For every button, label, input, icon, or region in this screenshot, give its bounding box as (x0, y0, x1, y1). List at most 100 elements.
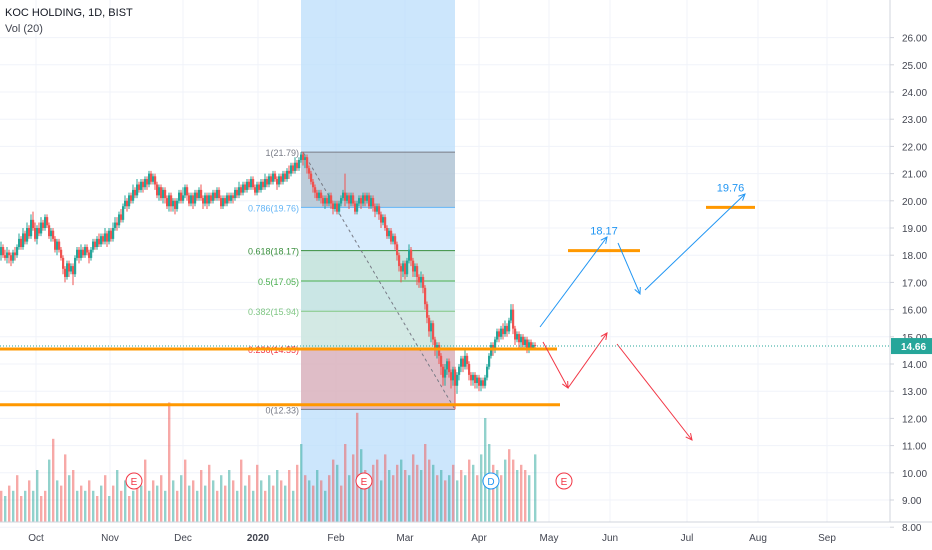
candle-body (232, 195, 235, 199)
candle-body (408, 249, 411, 261)
candle-body (244, 184, 247, 190)
candle-body (140, 181, 143, 190)
candle-body (502, 328, 505, 335)
volume-bar (328, 475, 331, 522)
candle-body (286, 170, 289, 180)
volume-bar (444, 480, 447, 522)
candle-body (158, 187, 161, 196)
event-marker-letter: E (361, 477, 368, 488)
candle-body (426, 304, 429, 318)
volume-bar (216, 490, 219, 522)
candle-body (126, 200, 129, 207)
event-marker[interactable] (125, 472, 143, 490)
volume-bar (388, 470, 391, 522)
volume-bar (256, 464, 259, 522)
volume-indicator-label: Vol (20) (5, 23, 43, 35)
candle-body (228, 195, 231, 201)
candle-body (64, 268, 67, 277)
volume-bar (264, 490, 267, 522)
candle-body (514, 328, 517, 340)
volume-bar (496, 470, 499, 522)
time-tick-label: Nov (101, 533, 119, 544)
candle-body (90, 249, 93, 258)
candle-body (168, 195, 171, 207)
volume-bar (440, 470, 443, 522)
volume-bar (352, 454, 355, 522)
candle-body (420, 276, 423, 283)
event-marker[interactable] (482, 472, 500, 490)
volume-bar (24, 490, 27, 522)
candle-body (534, 344, 537, 347)
candle-body (284, 173, 287, 180)
candle-body (70, 266, 73, 272)
time-tick-label: 2020 (247, 533, 270, 544)
candle-body (318, 192, 321, 199)
volume-bar (40, 496, 43, 522)
candle-body (96, 238, 99, 248)
candle-body (94, 241, 97, 248)
candle-body (8, 252, 11, 256)
candle-body (130, 195, 133, 201)
candle-body (296, 162, 299, 169)
fib-zone (301, 349, 455, 410)
candle-body (200, 189, 203, 199)
candle-body (54, 238, 57, 250)
candle-body (480, 380, 483, 386)
candle-body (134, 189, 137, 196)
price-tick-label: 19.00 (902, 224, 927, 235)
candle-body (192, 195, 195, 204)
candle-body (516, 334, 519, 340)
candle-body (444, 369, 447, 378)
volume-bar (452, 464, 455, 522)
candle-body (328, 195, 331, 204)
candle-body (530, 342, 533, 348)
event-marker[interactable] (555, 472, 573, 490)
candle-body (310, 173, 313, 182)
candle-body (186, 187, 189, 196)
volume-bar (104, 475, 107, 522)
volume-bar (492, 464, 495, 522)
candle-body (458, 366, 461, 375)
candle-body (474, 374, 477, 384)
volume-bar (528, 475, 531, 522)
price-tick-label: 22.00 (902, 142, 927, 153)
volume-bar (252, 490, 255, 522)
candle-body (316, 192, 319, 199)
candle-body (384, 217, 387, 228)
candle-body (404, 263, 407, 275)
volume-bar (144, 459, 147, 522)
volume-bar (472, 464, 475, 522)
volume-bar (340, 485, 343, 522)
candle-body (234, 189, 237, 199)
candle-body (102, 236, 105, 242)
volume-bar (300, 444, 303, 522)
price-tick-label: 8.00 (902, 523, 922, 534)
candle-body (368, 195, 371, 207)
candle-body (342, 192, 345, 199)
candle-body (324, 198, 327, 204)
candle-body (248, 181, 251, 188)
volume-bar (16, 475, 19, 522)
candle-body (214, 192, 217, 199)
volume-bar (136, 475, 139, 522)
candle-body (236, 189, 239, 196)
candle-body (484, 377, 487, 386)
event-marker-letter: E (131, 477, 138, 488)
candle-body (332, 203, 335, 209)
candle-body (392, 236, 395, 242)
time-tick-label: May (540, 533, 559, 544)
candle-body (406, 260, 409, 275)
volume-bar (20, 496, 23, 522)
candle-body (478, 377, 481, 386)
candle-body (44, 217, 47, 228)
candle-body (352, 195, 355, 204)
volume-bar (192, 480, 195, 522)
candle-body (282, 173, 285, 182)
event-marker[interactable] (355, 472, 373, 490)
candle-body (452, 369, 455, 381)
candle-body (242, 184, 245, 193)
candle-body (260, 181, 263, 190)
volume-bar (412, 454, 415, 522)
candle-body (210, 195, 213, 201)
